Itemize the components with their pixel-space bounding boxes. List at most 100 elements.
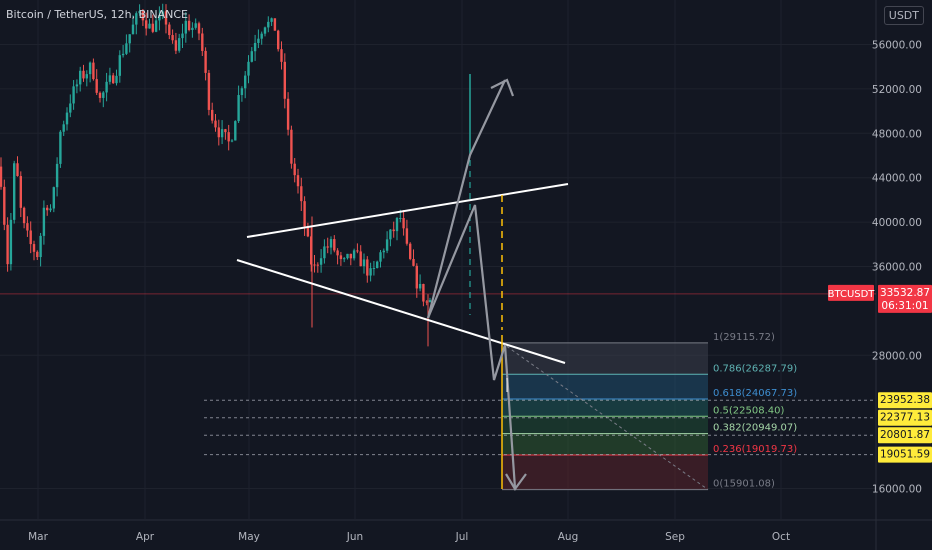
candle-body (230, 140, 234, 142)
candle-body (376, 261, 379, 269)
fib-trendline (501, 342, 709, 491)
candle-body (428, 300, 432, 303)
candle-body (0, 166, 3, 187)
y-tick-label: 28000.00 (872, 350, 922, 362)
fib-label: 0.618(24067.73) (713, 388, 797, 399)
candle-body (102, 92, 105, 98)
candle-body (171, 35, 174, 41)
candle-body (121, 53, 125, 56)
fib-zone (502, 454, 708, 490)
candle-body (112, 75, 115, 84)
candle-body (418, 283, 422, 289)
current-price-tag-text: 33532.87 (880, 287, 930, 299)
candle-body (389, 229, 392, 240)
candle-body (395, 218, 399, 232)
fib-label: 0.786(26287.79) (713, 363, 797, 374)
y-tick-label: 48000.00 (872, 128, 922, 140)
candle-body (310, 236, 313, 265)
currency-button[interactable]: USDT (883, 6, 924, 25)
candle-body (280, 49, 283, 62)
fib-label: 1(29115.72) (713, 332, 775, 343)
candle-body (392, 229, 395, 232)
level-tag-bg (878, 409, 932, 426)
candle-body (234, 121, 237, 141)
drawings (236, 74, 569, 491)
candle-body (131, 24, 135, 35)
x-axis[interactable]: Mar Apr May Jun Jul Aug Sep Oct (28, 531, 790, 543)
candle-body (6, 224, 9, 265)
candle-body (290, 129, 293, 164)
candle-body (88, 62, 92, 75)
candle-body (333, 239, 336, 251)
candle-body (306, 226, 310, 237)
candle-body (260, 33, 263, 39)
candle-body (303, 201, 306, 227)
candle-body (36, 251, 39, 258)
candle-body (145, 20, 148, 29)
candle-body (9, 219, 13, 265)
candles (0, 3, 432, 347)
candle-body (349, 253, 352, 259)
candle-body (22, 207, 26, 224)
fib-label: 0.5(22508.40) (713, 405, 785, 416)
candle-body (240, 88, 244, 96)
fib-label: 0.236(19019.73) (713, 444, 797, 455)
candle-body (151, 23, 154, 32)
x-tick-label: Aug (558, 531, 579, 543)
current-price-tag-bg (878, 284, 932, 313)
candle-body (72, 86, 75, 104)
x-tick-label: Jul (455, 531, 469, 543)
candle-body (313, 264, 316, 266)
candle-body (415, 265, 418, 289)
y-axis[interactable]: 56000.00 52000.00 48000.00 44000.00 40000.00… (872, 40, 922, 496)
candle-body (184, 20, 187, 34)
candle-body (339, 255, 343, 260)
current-price-tag-text: 06:31:01 (881, 300, 928, 312)
level-tag-bg (878, 392, 932, 409)
level-tag-text: 20801.87 (880, 429, 930, 441)
candle-body (158, 14, 161, 21)
candle-body (13, 163, 16, 220)
candle-body (161, 11, 164, 15)
candle-body (118, 55, 121, 76)
candle-body (128, 34, 131, 44)
fib-label: 0(15901.08) (713, 479, 775, 490)
candle-body (39, 235, 42, 258)
candle-body (382, 250, 385, 253)
bear-arrowhead (505, 473, 527, 491)
candle-body (105, 81, 108, 93)
candle-body (19, 176, 22, 208)
x-tick-label: Jun (346, 531, 363, 543)
candle-body (244, 75, 247, 89)
candle-body (293, 163, 296, 176)
lower-trendline (236, 259, 566, 364)
y-tick-label: 40000.00 (872, 217, 922, 229)
candle-body (69, 103, 72, 113)
candle-body (46, 207, 49, 211)
candle-body (95, 79, 98, 93)
candle-body (283, 61, 286, 99)
x-tick-label: Apr (136, 531, 155, 543)
candle-body (250, 51, 253, 62)
level-tag-text: 23952.38 (880, 394, 930, 406)
fib-zone (502, 433, 708, 455)
x-tick-label: Oct (772, 531, 790, 543)
candle-body (32, 244, 36, 252)
candle-body (164, 11, 168, 25)
candle-body (277, 30, 280, 50)
candle-body (125, 43, 128, 54)
candle-body (366, 259, 369, 276)
candle-body (356, 250, 359, 252)
x-tick-label: Sep (665, 531, 685, 543)
candle-body (26, 223, 29, 231)
chart-title[interactable]: Bitcoin / TetherUS, 12h, BINANCE (6, 8, 189, 21)
candle-body (201, 33, 204, 51)
candle-body (135, 13, 138, 25)
candle-body (178, 38, 181, 51)
y-tick-label: 44000.00 (872, 173, 922, 185)
fib-zone (502, 398, 708, 417)
y-tick-label: 52000.00 (872, 84, 922, 96)
